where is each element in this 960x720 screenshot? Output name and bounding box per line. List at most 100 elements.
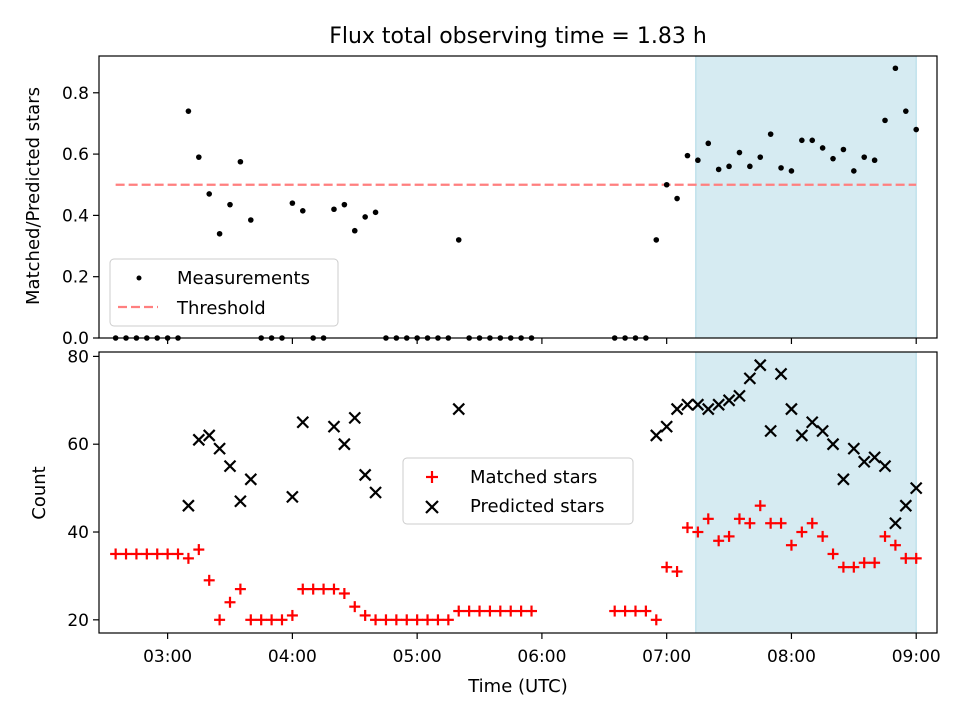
predicted-stars-point bbox=[182, 499, 195, 512]
matched-stars-point bbox=[110, 548, 122, 560]
measurement-point bbox=[299, 207, 306, 214]
predicted-stars-point bbox=[805, 415, 819, 429]
top-y-tick-label: 0.0 bbox=[62, 329, 89, 349]
matched-stars-point bbox=[453, 605, 465, 617]
bottom-y-tick-label: 20 bbox=[67, 611, 89, 631]
matched-stars-point bbox=[234, 583, 246, 595]
predicted-stars-point bbox=[816, 424, 829, 438]
matched-stars-point bbox=[474, 605, 486, 617]
measurement-point bbox=[653, 237, 660, 243]
measurement-point bbox=[331, 206, 337, 213]
measurement-point bbox=[851, 168, 857, 174]
predicted-stars-point bbox=[213, 442, 226, 455]
bottom-y-axis-label: Count bbox=[29, 466, 50, 519]
matched-stars-point bbox=[858, 557, 870, 569]
top-legend: Measurements Threshold bbox=[109, 258, 339, 327]
predicted-stars-point bbox=[868, 451, 881, 464]
bottom-highlight-span bbox=[695, 351, 917, 634]
measurement-point bbox=[830, 155, 836, 162]
predicted-stars-point bbox=[286, 490, 299, 504]
predicted-stars-point bbox=[712, 398, 725, 411]
matched-stars-point bbox=[432, 614, 444, 626]
measurement-point bbox=[747, 163, 753, 170]
matched-stars-point bbox=[255, 614, 267, 626]
x-tick-label: 09:00 bbox=[892, 647, 941, 667]
legend-measurements-marker bbox=[136, 275, 142, 281]
matched-stars-point bbox=[120, 548, 132, 560]
matched-stars-point bbox=[505, 605, 517, 617]
predicted-stars-point bbox=[774, 367, 788, 381]
measurement-point bbox=[882, 117, 888, 124]
matched-stars-point bbox=[848, 561, 860, 573]
predicted-stars-point bbox=[909, 481, 923, 495]
measurement-point bbox=[185, 108, 192, 114]
matched-stars-point bbox=[619, 605, 631, 617]
predicted-stars-point bbox=[837, 473, 850, 486]
top-y-tick-label: 0.2 bbox=[62, 268, 89, 288]
measurement-point bbox=[289, 200, 296, 206]
predicted-stars-point bbox=[192, 433, 206, 447]
x-tick-label: 05:00 bbox=[393, 647, 442, 667]
predicted-stars-point bbox=[296, 415, 310, 429]
measurement-point bbox=[819, 145, 826, 151]
predicted-stars-point bbox=[223, 459, 237, 473]
predicted-stars-point bbox=[857, 455, 871, 469]
legend-threshold-label: Threshold bbox=[176, 298, 266, 319]
matched-stars-point bbox=[224, 596, 236, 608]
predicted-stars-point bbox=[795, 429, 809, 442]
matched-stars-point bbox=[463, 605, 475, 617]
matched-stars-point bbox=[692, 526, 704, 538]
bottom-legend: Matched stars Predicted stars bbox=[402, 457, 634, 525]
x-tick-label: 08:00 bbox=[767, 647, 816, 667]
predicted-stars-point bbox=[878, 459, 892, 473]
matched-stars-point bbox=[411, 614, 423, 626]
predicted-stars-series bbox=[182, 358, 923, 530]
predicted-stars-point bbox=[826, 437, 840, 451]
matched-stars-point bbox=[390, 614, 402, 626]
predicted-stars-point bbox=[764, 424, 777, 438]
measurement-point bbox=[767, 131, 774, 137]
bottom-x-ticks: 03:00 04:00 05:00 06:00 07:00 08:00 09:00 bbox=[143, 633, 941, 667]
measurement-point bbox=[726, 163, 732, 170]
measurement-point bbox=[705, 140, 712, 147]
bottom-legend-box bbox=[402, 457, 634, 525]
top-x-ticks bbox=[167, 338, 917, 344]
measurement-point bbox=[715, 166, 722, 173]
matched-stars-point bbox=[401, 614, 413, 626]
predicted-stars-point bbox=[722, 394, 736, 407]
matched-stars-point bbox=[442, 614, 454, 626]
matched-stars-point bbox=[785, 539, 797, 551]
predicted-stars-point bbox=[327, 420, 341, 433]
measurement-point bbox=[861, 154, 868, 160]
predicted-stars-point bbox=[899, 499, 913, 512]
x-axis-label: Time (UTC) bbox=[467, 676, 568, 697]
measurement-point bbox=[695, 157, 701, 164]
matched-stars-point bbox=[900, 552, 912, 564]
predicted-stars-point bbox=[785, 402, 798, 416]
predicted-stars-point bbox=[338, 437, 351, 451]
top-y-ticks: 0.0 0.2 0.4 0.6 0.8 bbox=[62, 84, 99, 349]
predicted-stars-point bbox=[847, 442, 861, 455]
matched-stars-point bbox=[203, 574, 215, 586]
matched-stars-point bbox=[806, 517, 818, 529]
matched-stars-point bbox=[817, 530, 829, 542]
matched-stars-point bbox=[494, 605, 506, 617]
top-y-axis-label: Matched/Predicted stars bbox=[23, 87, 44, 305]
measurement-point bbox=[799, 137, 805, 144]
matched-stars-point bbox=[307, 583, 319, 595]
predicted-stars-point bbox=[369, 486, 382, 499]
matched-stars-series bbox=[110, 500, 922, 626]
matched-stars-point bbox=[484, 605, 496, 617]
predicted-stars-point bbox=[650, 429, 663, 442]
matched-stars-point bbox=[182, 552, 194, 564]
bottom-axes-frame bbox=[98, 351, 938, 634]
matched-stars-point bbox=[515, 605, 527, 617]
measurement-point bbox=[809, 137, 816, 144]
x-tick-label: 03:00 bbox=[143, 647, 192, 667]
matched-stars-point bbox=[869, 557, 881, 569]
chart-title: Flux total observing time = 1.83 h bbox=[329, 24, 707, 49]
matched-stars-point bbox=[266, 614, 278, 626]
predicted-stars-point bbox=[691, 398, 705, 411]
predicted-stars-point bbox=[743, 372, 757, 385]
